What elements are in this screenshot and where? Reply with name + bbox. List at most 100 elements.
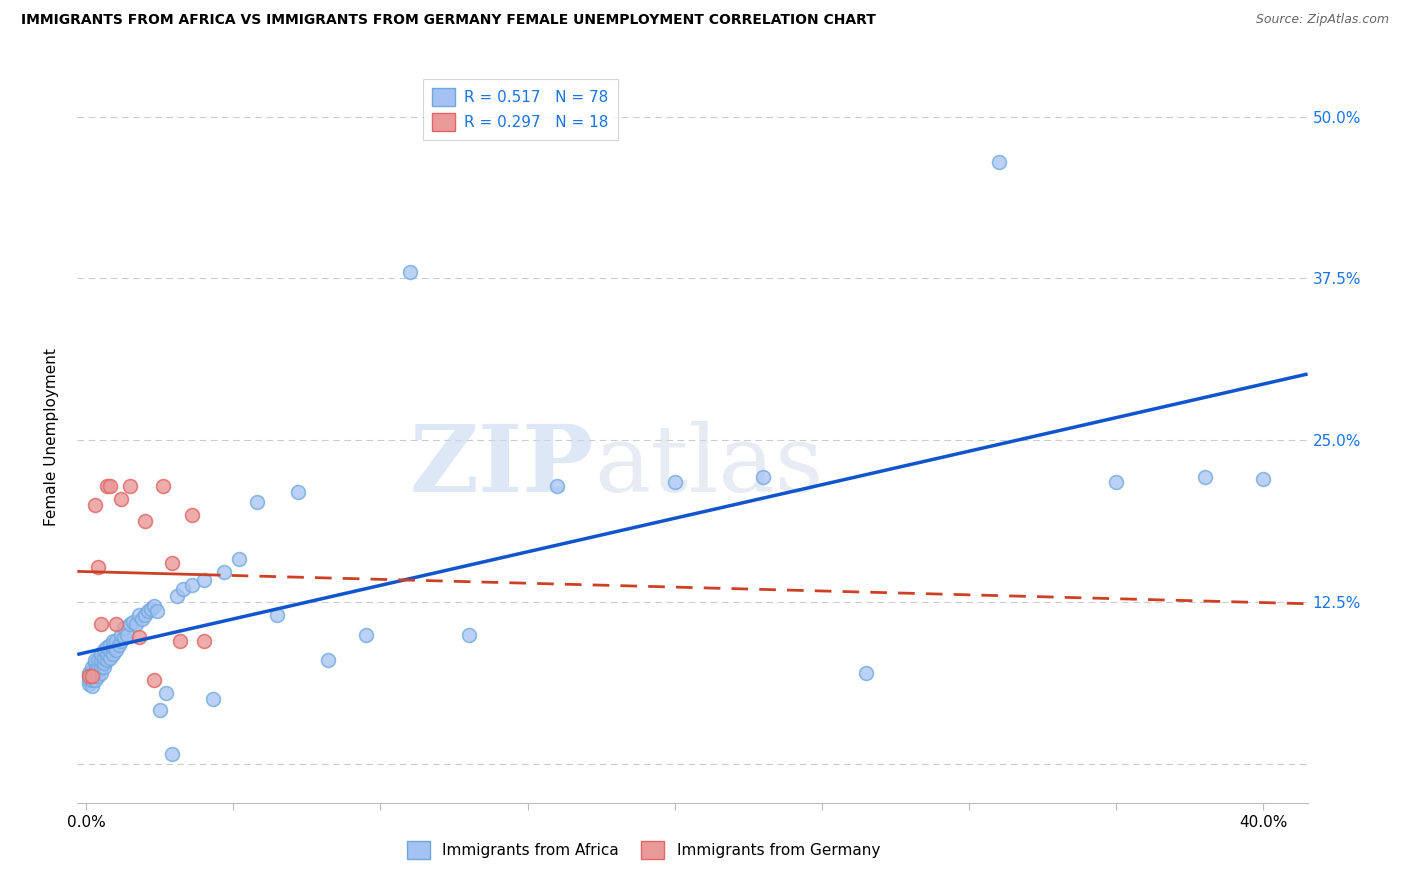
Point <box>77 669 100 683</box>
Point <box>120 617 142 632</box>
Point <box>117 627 139 641</box>
Point <box>112 630 135 644</box>
Point <box>90 653 112 667</box>
Point <box>104 634 127 648</box>
Point <box>160 747 183 761</box>
Point <box>201 692 224 706</box>
Point <box>87 669 110 683</box>
Point <box>664 475 686 489</box>
Point <box>193 634 215 648</box>
Point <box>316 653 339 667</box>
Point <box>125 617 148 632</box>
Point <box>80 660 103 674</box>
Point <box>77 666 100 681</box>
Point <box>193 573 215 587</box>
Point <box>1194 469 1216 483</box>
Point <box>122 615 145 629</box>
Point <box>166 589 188 603</box>
Point <box>546 478 568 492</box>
Point <box>98 650 121 665</box>
Point <box>457 627 479 641</box>
Point <box>399 265 422 279</box>
Point <box>90 660 112 674</box>
Point <box>96 647 118 661</box>
Point <box>84 666 107 681</box>
Point <box>752 469 775 483</box>
Point <box>90 666 112 681</box>
Point <box>181 578 204 592</box>
Point <box>101 640 124 655</box>
Point <box>98 478 121 492</box>
Point <box>128 630 150 644</box>
Point <box>101 634 124 648</box>
Point <box>139 601 162 615</box>
Y-axis label: Female Unemployment: Female Unemployment <box>44 348 59 526</box>
Point <box>987 155 1010 169</box>
Point <box>131 612 153 626</box>
Point <box>149 703 172 717</box>
Point <box>84 656 107 670</box>
Point <box>142 673 165 687</box>
Point <box>90 617 112 632</box>
Point <box>1105 475 1128 489</box>
Point <box>120 478 142 492</box>
Point <box>1253 472 1275 486</box>
Point <box>855 666 877 681</box>
Point <box>96 640 118 655</box>
Point <box>80 673 103 687</box>
Point <box>80 679 103 693</box>
Text: Source: ZipAtlas.com: Source: ZipAtlas.com <box>1256 13 1389 27</box>
Point <box>214 566 236 580</box>
Point <box>77 669 100 683</box>
Point <box>134 514 156 528</box>
Point <box>107 638 129 652</box>
Point <box>84 498 107 512</box>
Point <box>155 686 177 700</box>
Point <box>152 478 174 492</box>
Legend: Immigrants from Africa, Immigrants from Germany: Immigrants from Africa, Immigrants from … <box>401 835 886 864</box>
Point <box>93 643 115 657</box>
Point <box>87 664 110 678</box>
Point <box>98 643 121 657</box>
Point <box>96 653 118 667</box>
Point <box>93 650 115 665</box>
Point <box>134 608 156 623</box>
Point <box>228 552 250 566</box>
Point <box>90 647 112 661</box>
Point <box>87 560 110 574</box>
Point <box>110 634 132 648</box>
Point <box>80 669 103 683</box>
Text: ZIP: ZIP <box>409 421 595 511</box>
Point <box>110 491 132 506</box>
Point <box>80 664 103 678</box>
Point <box>101 647 124 661</box>
Point <box>98 638 121 652</box>
Point <box>181 508 204 523</box>
Point <box>77 673 100 687</box>
Point <box>136 604 159 618</box>
Point <box>93 660 115 674</box>
Point <box>128 608 150 623</box>
Text: IMMIGRANTS FROM AFRICA VS IMMIGRANTS FROM GERMANY FEMALE UNEMPLOYMENT CORRELATIO: IMMIGRANTS FROM AFRICA VS IMMIGRANTS FRO… <box>21 13 876 28</box>
Point <box>110 627 132 641</box>
Point <box>287 485 309 500</box>
Point <box>87 660 110 674</box>
Point <box>96 478 118 492</box>
Point <box>84 653 107 667</box>
Point <box>146 604 169 618</box>
Point <box>93 656 115 670</box>
Point <box>104 643 127 657</box>
Point <box>169 634 191 648</box>
Point <box>84 673 107 687</box>
Text: atlas: atlas <box>595 421 824 511</box>
Point <box>104 617 127 632</box>
Point <box>80 669 103 683</box>
Point <box>354 627 377 641</box>
Point <box>77 676 100 690</box>
Point <box>87 653 110 667</box>
Point <box>112 621 135 635</box>
Point <box>142 599 165 613</box>
Point <box>84 664 107 678</box>
Point <box>160 557 183 571</box>
Point <box>266 608 288 623</box>
